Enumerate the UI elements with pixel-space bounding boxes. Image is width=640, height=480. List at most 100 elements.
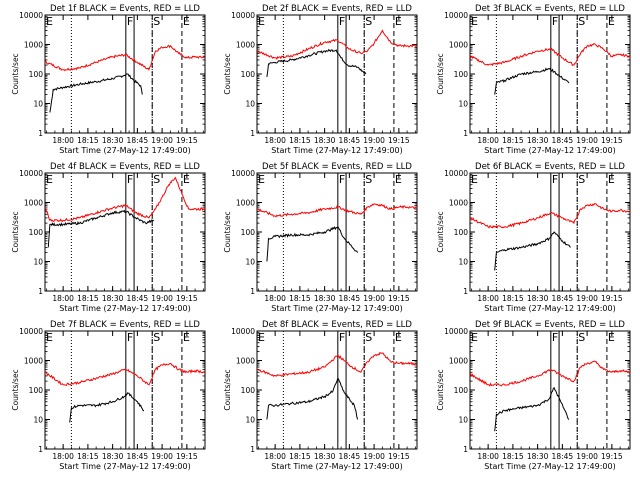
chart-panel-6: Det 6f BLACK = Events, RED = LLD 1 10 100 10… [436, 162, 631, 313]
plot-frame [256, 14, 418, 134]
y-tick-label: 1 [38, 129, 43, 138]
plot-frame [44, 14, 206, 134]
x-tick-label: 18:30 [314, 136, 336, 145]
marker-label-s: S [365, 173, 372, 186]
y-tick-label: 100 [29, 70, 44, 79]
y-tick-label: 1000 [24, 41, 43, 50]
x-tick-label: 18:45 [552, 136, 574, 145]
marker-label-e: E [258, 331, 265, 344]
marker-label-f: F [339, 15, 345, 28]
x-tick-label: 19:00 [151, 294, 173, 303]
y-tick-label: 1 [463, 445, 468, 454]
y-tick-label: 10000 [444, 11, 468, 20]
x-tick-label: 18:00 [477, 136, 499, 145]
events-series-line [266, 48, 367, 77]
x-axis-label: Start Time (27-May-12 17:49:00) [59, 304, 190, 313]
y-tick-label: 10 [458, 416, 468, 425]
y-tick-label: 1000 [449, 41, 468, 50]
x-axis-label: Start Time (27-May-12 17:49:00) [271, 146, 402, 155]
plot-frame [469, 330, 631, 450]
marker-label-f: F [127, 173, 133, 186]
x-axis-label: Start Time (27-May-12 17:49:00) [271, 462, 402, 471]
events-series-line [69, 392, 144, 423]
marker-label-e: E [183, 15, 190, 28]
chart-title: Det 7f BLACK = Events, RED = LLD [50, 320, 200, 330]
y-axis-label: Counts/sec [436, 211, 445, 252]
events-series-line [49, 73, 143, 113]
x-axis-label: Start Time (27-May-12 17:49:00) [271, 304, 402, 313]
y-tick-label: 1 [38, 445, 43, 454]
marker-label-f: F [127, 331, 133, 344]
x-tick-label: 18:30 [102, 136, 124, 145]
x-tick-label: 18:30 [527, 136, 549, 145]
lld-series-line [257, 29, 417, 60]
x-axis-label: Start Time (27-May-12 17:49:00) [484, 304, 615, 313]
events-series-line [494, 231, 571, 271]
y-axis-label: Counts/sec [223, 211, 232, 252]
marker-label-f: F [127, 15, 133, 28]
x-tick-label: 18:30 [527, 452, 549, 461]
y-tick-label: 10 [33, 258, 43, 267]
y-tick-label: 10000 [444, 169, 468, 178]
events-series-line [494, 386, 570, 432]
chart-panel-4: Det 4f BLACK = Events, RED = LLD 1 10 100 10… [11, 162, 206, 313]
marker-label-e: E [608, 15, 615, 28]
x-tick-label: 18:00 [477, 452, 499, 461]
marker-label-e: E [608, 173, 615, 186]
marker-label-e: E [258, 173, 265, 186]
lld-series-line [45, 44, 205, 72]
x-axis-label: Start Time (27-May-12 17:49:00) [484, 462, 615, 471]
lld-series-line [257, 351, 417, 378]
x-tick-label: 18:30 [314, 452, 336, 461]
x-tick-label: 19:15 [388, 136, 410, 145]
x-tick-label: 18:15 [502, 452, 524, 461]
chart-panel-5: Det 5f BLACK = Events, RED = LLD 1 10 100 10… [223, 162, 418, 313]
x-tick-label: 18:45 [339, 452, 361, 461]
marker-label-s: S [365, 15, 372, 28]
chart-panel-2: Det 2f BLACK = Events, RED = LLD 1 10 100 10… [223, 4, 418, 155]
y-tick-label: 10000 [444, 327, 468, 336]
y-tick-label: 100 [29, 386, 44, 395]
x-tick-label: 19:15 [388, 294, 410, 303]
x-tick-label: 19:15 [176, 136, 198, 145]
marker-label-e: E [395, 331, 402, 344]
x-tick-label: 18:30 [102, 452, 124, 461]
events-series-line [47, 209, 155, 248]
x-tick-label: 18:45 [552, 452, 574, 461]
x-tick-label: 18:15 [77, 136, 99, 145]
x-tick-label: 19:00 [151, 452, 173, 461]
x-tick-label: 19:00 [151, 136, 173, 145]
plot-frame [469, 14, 631, 134]
marker-label-f: F [552, 173, 558, 186]
x-axis-label: Start Time (27-May-12 17:49:00) [59, 462, 190, 471]
y-tick-label: 1000 [236, 199, 255, 208]
plot-frame [256, 172, 418, 292]
marker-label-s: S [578, 331, 585, 344]
plot-frame [469, 172, 631, 292]
y-axis-label: Counts/sec [223, 53, 232, 94]
y-axis-label: Counts/sec [436, 53, 445, 94]
y-tick-label: 1000 [236, 357, 255, 366]
marker-label-e: E [183, 173, 190, 186]
marker-label-f: F [339, 173, 345, 186]
chart-title: Det 9f BLACK = Events, RED = LLD [475, 320, 625, 330]
y-tick-label: 100 [454, 228, 469, 237]
marker-label-s: S [578, 15, 585, 28]
y-tick-label: 1000 [449, 357, 468, 366]
x-tick-label: 18:45 [127, 294, 149, 303]
y-tick-label: 1000 [24, 357, 43, 366]
y-tick-label: 1000 [449, 199, 468, 208]
events-series-line [266, 225, 359, 262]
lld-series-line [45, 176, 205, 223]
chart-panel-1: Det 1f BLACK = Events, RED = LLD 1 10 100 10… [11, 4, 206, 155]
chart-panel-9: Det 9f BLACK = Events, RED = LLD 1 10 100 10… [436, 320, 631, 471]
marker-label-s: S [153, 173, 160, 186]
marker-label-e: E [471, 173, 478, 186]
chart-title: Det 8f BLACK = Events, RED = LLD [262, 320, 412, 330]
chart-title: Det 4f BLACK = Events, RED = LLD [50, 162, 200, 172]
y-tick-label: 10 [245, 416, 255, 425]
y-tick-label: 100 [241, 386, 256, 395]
y-tick-label: 1 [250, 287, 255, 296]
marker-label-e: E [395, 173, 402, 186]
y-tick-label: 100 [29, 228, 44, 237]
